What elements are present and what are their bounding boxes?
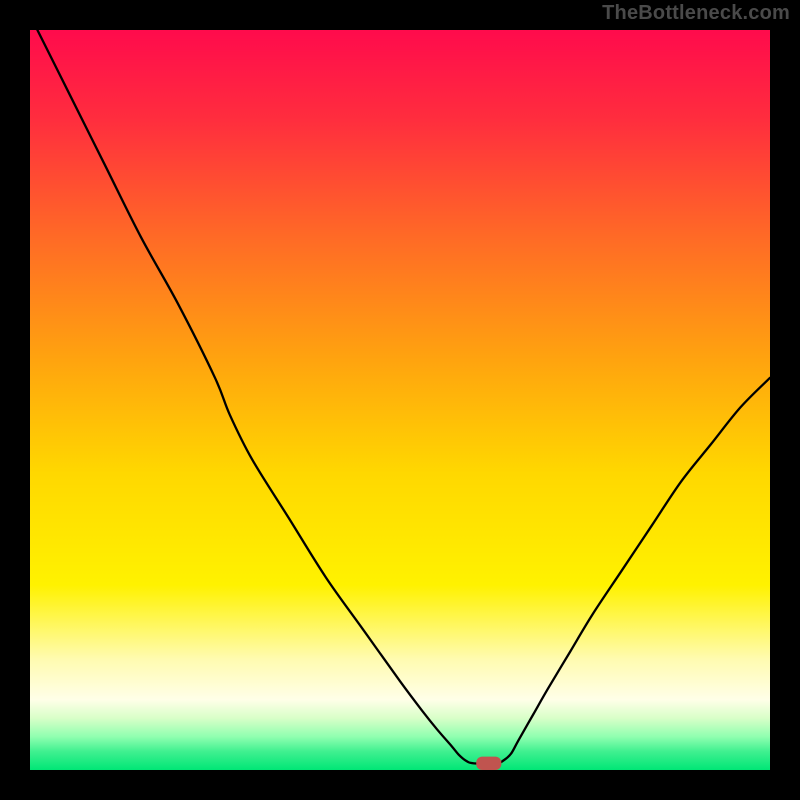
chart-svg: [30, 30, 770, 770]
gradient-background: [30, 30, 770, 770]
chart-container: TheBottleneck.com: [0, 0, 800, 800]
watermark-text: TheBottleneck.com: [602, 2, 790, 25]
plot-area: [30, 30, 770, 770]
optimal-point-marker: [476, 757, 501, 770]
